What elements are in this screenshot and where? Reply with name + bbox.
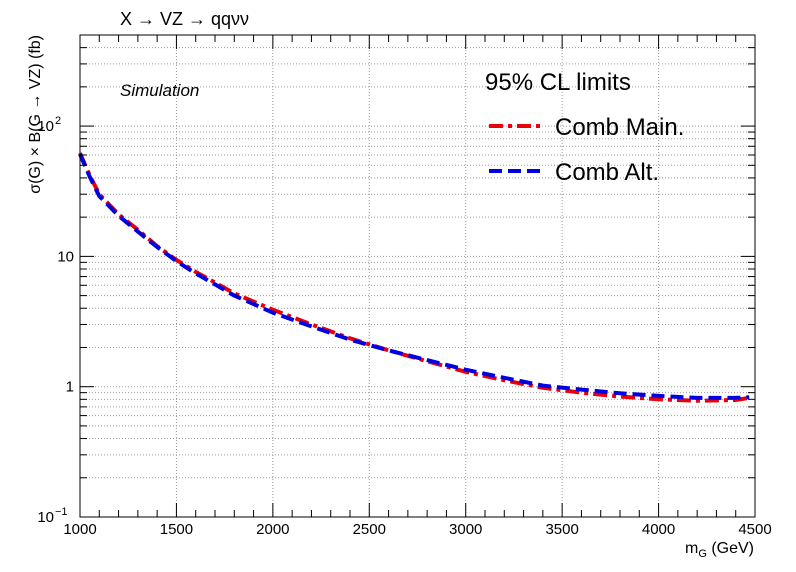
y-tick-label: 10: [37, 509, 54, 526]
y-tick-label: 10: [37, 118, 54, 135]
x-axis-title-main: m: [685, 540, 698, 557]
x-tick-label: 4500: [738, 521, 771, 538]
series-line-comb-alt: [78, 153, 750, 400]
legend-label-comb-alt: Comb Alt.: [555, 159, 659, 186]
series-lines: [78, 152, 750, 403]
legend-title: 95% CL limits: [485, 69, 631, 96]
x-tick-label: 3000: [449, 521, 482, 538]
legend-label-comb-main: Comb Main.: [555, 114, 684, 141]
y-axis-title: σ(G) × B(G → VZ) (fb): [27, 35, 44, 194]
x-axis-title: mG (GeV): [685, 540, 754, 560]
x-axis-title-unit: (GeV): [707, 540, 754, 557]
y-tick-label: 1: [66, 379, 74, 396]
plot-frame: [79, 34, 756, 518]
y-tick-exponent: 2: [55, 115, 61, 127]
x-tick-label: 3500: [545, 521, 578, 538]
x-axis-title-subscript: G: [698, 548, 707, 560]
simulation-label: Simulation: [120, 81, 199, 100]
y-tick-label: 10: [57, 248, 74, 265]
x-tick-label: 2000: [256, 521, 289, 538]
grid: [80, 34, 755, 518]
x-tick-label: 4000: [642, 521, 675, 538]
legend: 95% CL limits Comb Main. Comb Alt.: [485, 69, 684, 186]
y-tick-exponent: −1: [55, 506, 68, 518]
x-tick-label: 1500: [160, 521, 193, 538]
x-tick-label: 2500: [353, 521, 386, 538]
x-tick-label: 1000: [63, 521, 96, 538]
chart-title: X → VZ → qqνν: [120, 9, 249, 29]
